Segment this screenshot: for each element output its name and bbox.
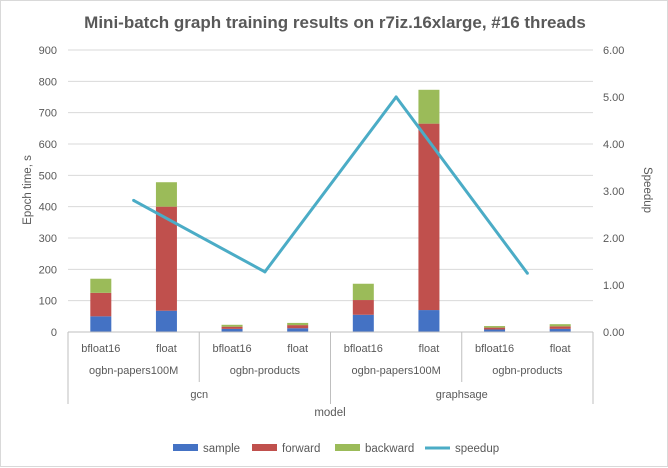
y-axis-ticks: 0 100 200 300 400 500 600 700 800 900 (39, 45, 57, 339)
y-tick-label: 200 (39, 264, 57, 276)
bar-backward (484, 326, 506, 328)
y-axis-title: Epoch time, s (22, 155, 34, 225)
y2-tick-label: 6.00 (603, 45, 624, 57)
y2-tick-label: 5.00 (603, 92, 624, 104)
bar-sample (418, 310, 440, 332)
legend-label-forward: forward (282, 443, 320, 455)
speedup-line (132, 95, 529, 275)
y-tick-label: 300 (39, 233, 57, 245)
x-tick-label: float (287, 343, 308, 355)
gridlines (68, 49, 593, 302)
bar-backward (352, 283, 374, 301)
bar-sample (221, 328, 243, 332)
y2-tick-label: 0.00 (603, 327, 624, 339)
legend-swatch-backward (335, 444, 360, 451)
bars-group (90, 89, 571, 332)
bar-forward (484, 327, 506, 330)
speedup-point (132, 198, 136, 202)
dataset-group-label: ogbn-products (492, 365, 563, 377)
y2-axis-title: Speedup (641, 167, 653, 213)
y2-tick-label: 1.00 (603, 280, 624, 292)
model-group-label: graphsage (436, 389, 488, 401)
speedup-point (525, 271, 529, 275)
bar-forward (287, 325, 309, 329)
bar-backward (418, 89, 440, 124)
bar-sample (484, 329, 506, 332)
model-group-label: gcn (190, 389, 208, 401)
bar-forward (221, 326, 243, 329)
y2-tick-label: 4.00 (603, 139, 624, 151)
legend-label-speedup: speedup (455, 443, 499, 455)
x-tick-label: bfloat16 (212, 343, 251, 355)
y-tick-label: 100 (39, 296, 57, 308)
bar-sample (155, 310, 177, 332)
y2-tick-label: 3.00 (603, 186, 624, 198)
y2-tick-label: 2.00 (603, 233, 624, 245)
legend-label-backward: backward (365, 443, 414, 455)
dataset-group-label: ogbn-papers100M (89, 365, 178, 377)
speedup-point (263, 270, 267, 274)
x-axis-title: model (314, 407, 345, 419)
bar-backward (221, 324, 243, 327)
speedup-point (394, 95, 398, 99)
speedup-line-group (132, 95, 529, 275)
y-tick-label: 900 (39, 45, 57, 57)
x-tick-label: bfloat16 (475, 343, 514, 355)
legend-label-sample: sample (203, 443, 240, 455)
bar-forward (549, 326, 571, 329)
dataset-group-label: ogbn-papers100M (351, 365, 440, 377)
x-tick-label: float (156, 343, 177, 355)
bar-forward (418, 123, 440, 311)
legend-swatch-forward (252, 444, 277, 451)
legend-swatch-sample (173, 444, 198, 451)
y-tick-label: 700 (39, 108, 57, 120)
x-tick-label: float (419, 343, 440, 355)
x-tick-label: bfloat16 (81, 343, 120, 355)
bar-backward (549, 324, 571, 327)
chart-title: Mini-batch graph training results on r7i… (84, 13, 586, 32)
x-tick-label: bfloat16 (344, 343, 383, 355)
bar-sample (287, 328, 309, 332)
bar-backward (90, 278, 112, 293)
x-axis: bfloat16 float bfloat16 float bfloat16 float b… (67, 331, 594, 404)
bar-backward (287, 322, 309, 326)
legend: sample forward backward speedup (173, 443, 499, 455)
bar-forward (90, 292, 112, 317)
x-tick-label: float (550, 343, 571, 355)
y2-axis-ticks: 0.00 1.00 2.00 3.00 4.00 5.00 6.00 (603, 45, 624, 339)
bar-forward (352, 300, 374, 315)
y-tick-label: 800 (39, 76, 57, 88)
bar-sample (549, 328, 571, 332)
y-tick-label: 500 (39, 170, 57, 182)
y-tick-label: 0 (51, 327, 57, 339)
y-tick-label: 400 (39, 202, 57, 214)
bar-forward (155, 206, 177, 311)
bar-sample (90, 316, 112, 332)
bar-backward (155, 182, 177, 207)
dataset-group-label: ogbn-products (230, 365, 301, 377)
bar-sample (352, 314, 374, 332)
y-tick-label: 600 (39, 139, 57, 151)
